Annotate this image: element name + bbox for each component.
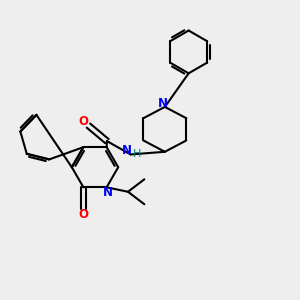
Text: O: O [78,208,88,220]
Text: H: H [133,149,141,160]
Text: N: N [122,144,132,158]
Text: N: N [158,97,168,110]
Text: N: N [103,186,113,199]
Text: O: O [78,115,88,128]
